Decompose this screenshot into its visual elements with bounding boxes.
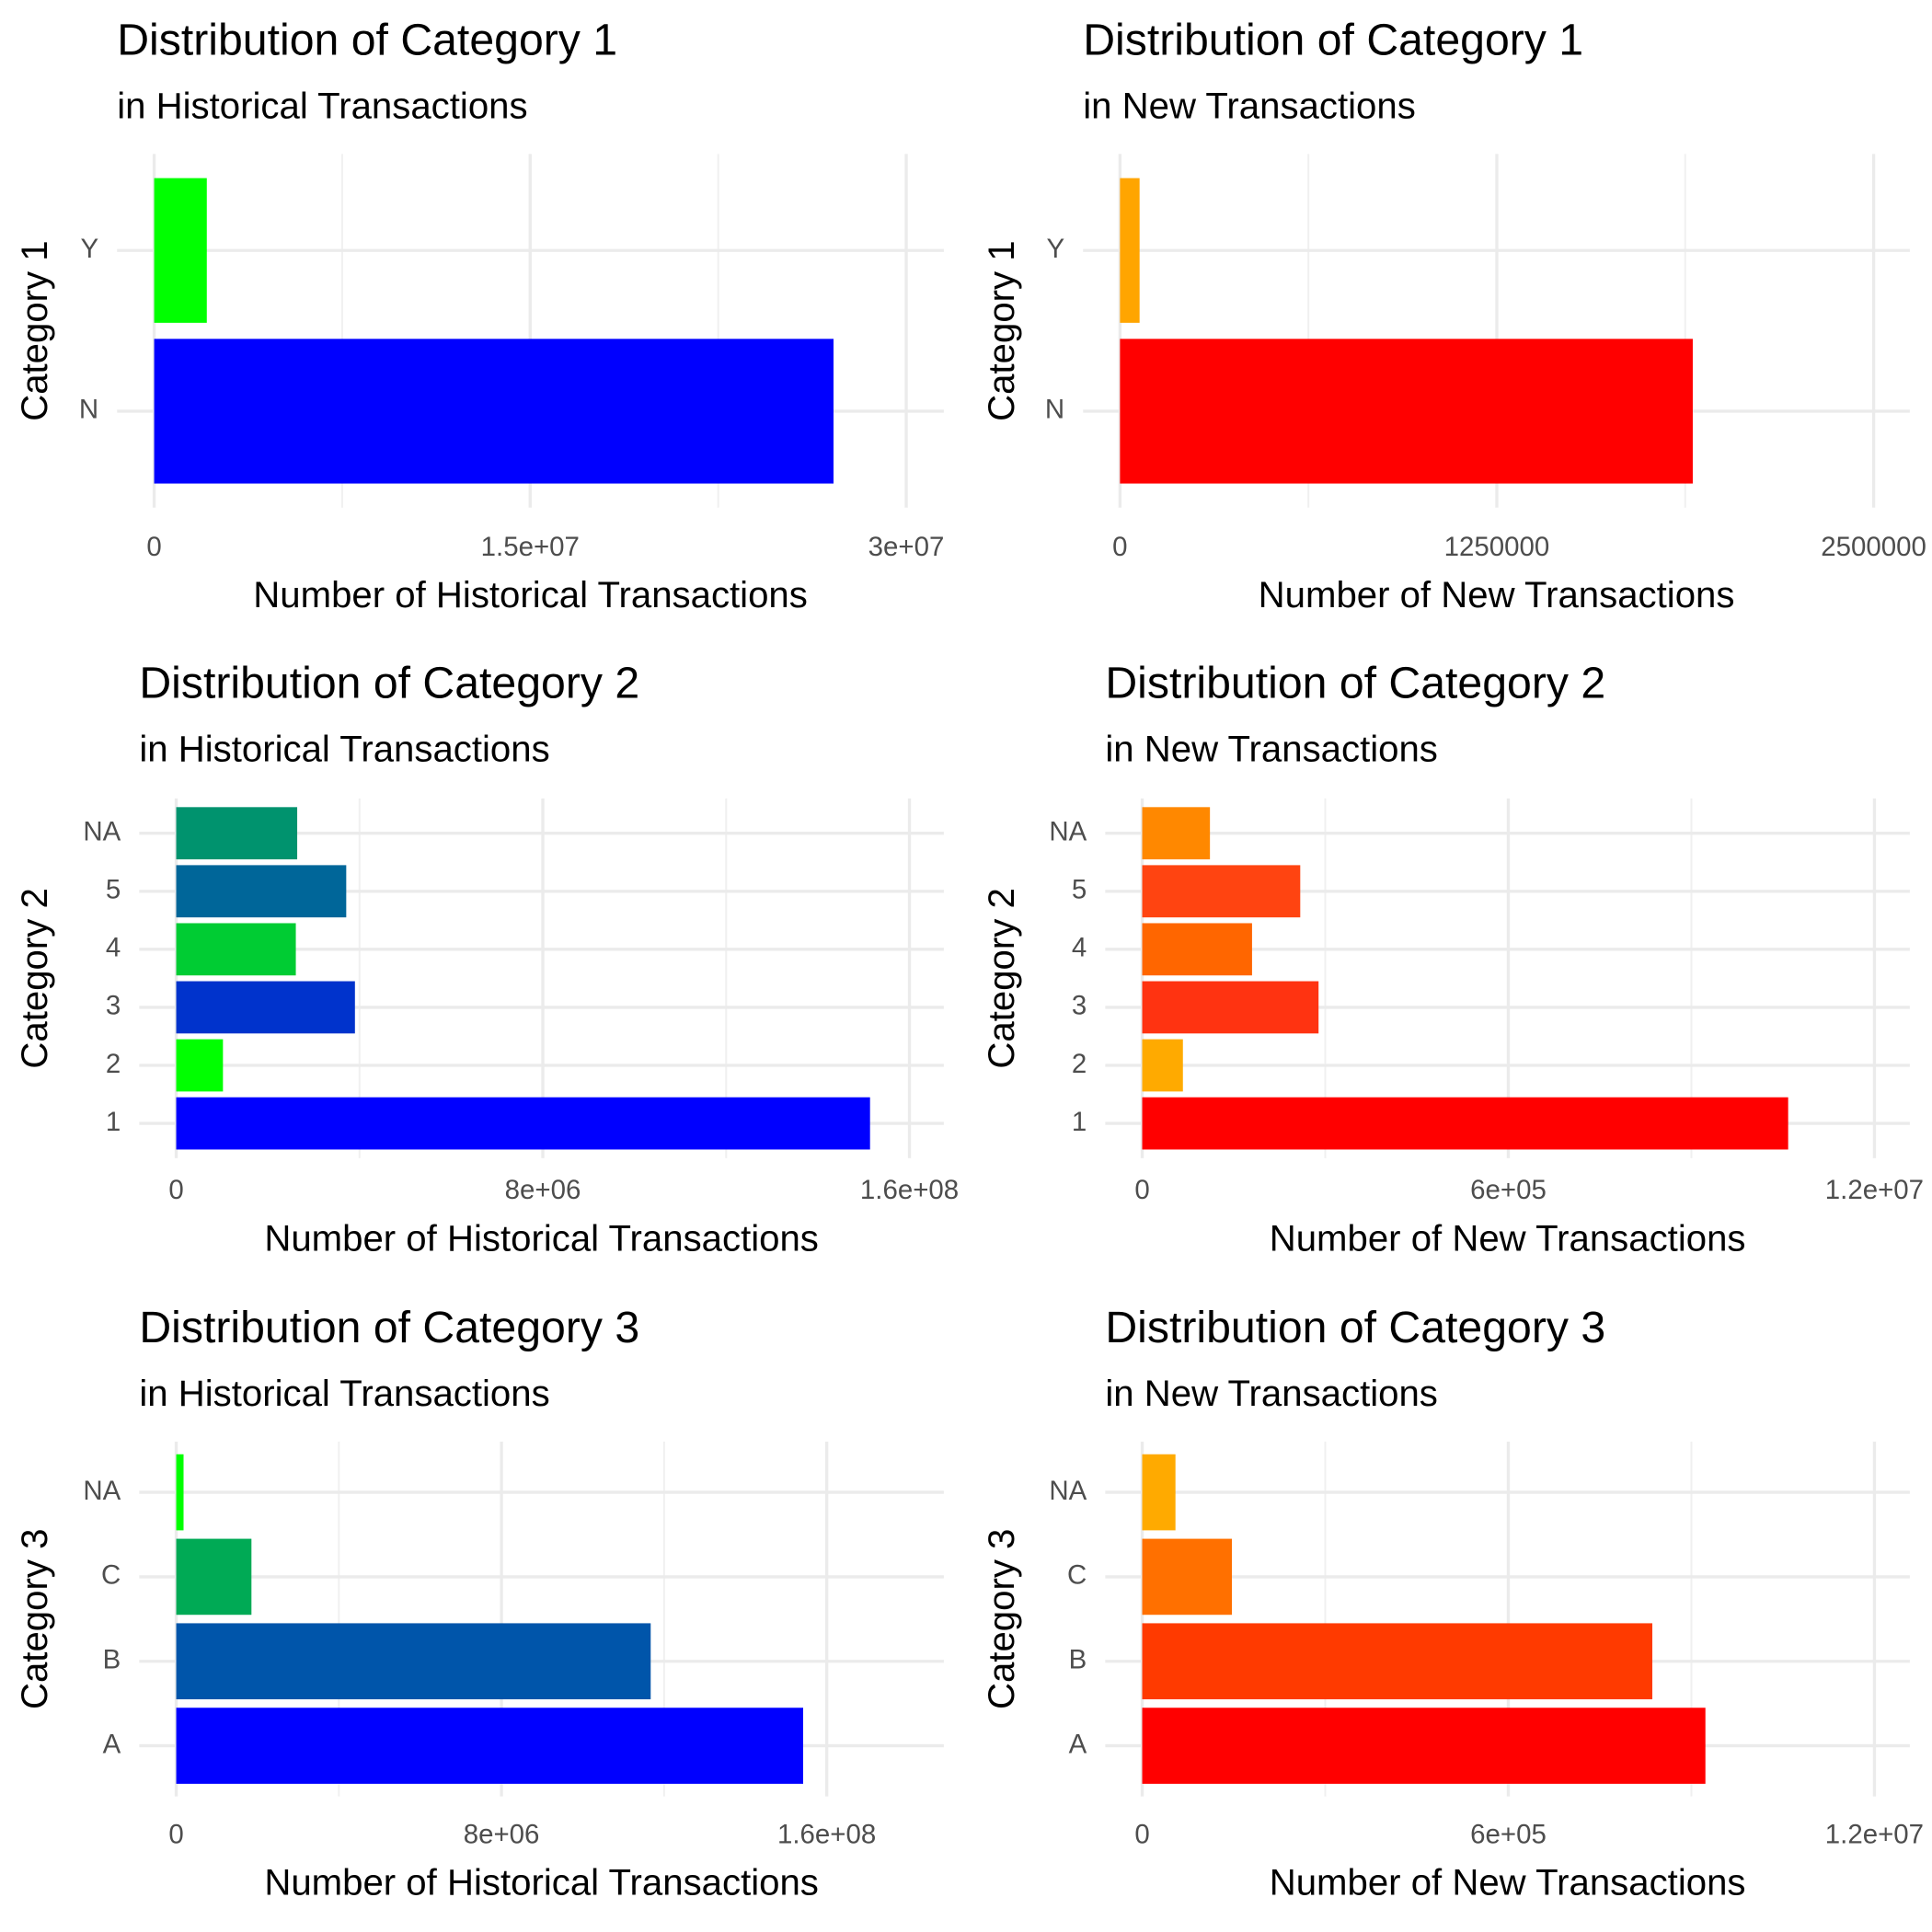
x-tick-label: 0 <box>1112 532 1127 562</box>
y-axis-title: Category 2 <box>981 888 1022 1068</box>
x-tick-label: 1.6e+08 <box>860 1175 959 1205</box>
y-tick-label: 2 <box>106 1049 121 1079</box>
y-tick-label: NA <box>83 816 121 846</box>
x-tick-label: 8e+06 <box>464 1819 540 1849</box>
bar <box>1142 807 1211 860</box>
bar <box>1142 865 1301 918</box>
x-axis-title: Number of Historical Transactions <box>264 1217 819 1259</box>
y-tick-label: Y <box>80 234 98 264</box>
bar <box>1142 1454 1176 1531</box>
bar <box>176 1097 870 1150</box>
y-tick-label: C <box>1067 1560 1087 1591</box>
y-tick-label: N <box>1045 395 1064 425</box>
x-axis-title: Number of New Transactions <box>1259 574 1735 615</box>
y-axis-title: Category 3 <box>981 1529 1022 1709</box>
y-tick-label: 5 <box>1072 875 1087 905</box>
bar <box>1120 178 1140 323</box>
panel: 0 6e+05 1.2e+07 A B C NA Distribution of Catego… <box>981 1303 1924 1903</box>
panel: 0 6e+05 1.2e+07 1 2 3 4 5 NA Distribution of Cate… <box>981 659 1924 1259</box>
y-tick-label: B <box>1069 1645 1087 1675</box>
x-tick-label: 1250000 <box>1444 532 1550 562</box>
y-axis-title: Category 2 <box>14 888 55 1068</box>
y-tick-label: 1 <box>1072 1107 1087 1137</box>
bar <box>1142 1623 1653 1700</box>
y-tick-label: B <box>103 1645 121 1675</box>
y-axis-title: Category 1 <box>14 240 55 420</box>
x-tick-label: 0 <box>1134 1175 1149 1205</box>
chart-title: Distribution of Category 2 <box>1105 659 1605 708</box>
y-tick-label: 3 <box>106 991 121 1021</box>
y-tick-label: A <box>1069 1729 1087 1759</box>
bar <box>176 1039 224 1092</box>
y-axis-title: Category 3 <box>14 1529 55 1709</box>
chart-subtitle: in New Transactions <box>1105 729 1438 770</box>
y-tick-label: 2 <box>1072 1049 1087 1079</box>
y-tick-label: 5 <box>106 875 121 905</box>
y-tick-label: NA <box>1049 816 1087 846</box>
bar <box>1142 1097 1788 1150</box>
chart-subtitle: in Historical Transactions <box>139 1373 549 1414</box>
x-tick-label: 0 <box>1134 1819 1149 1849</box>
chart-subtitle: in Historical Transactions <box>139 729 549 770</box>
chart-title: Distribution of Category 1 <box>1083 16 1583 65</box>
bar <box>154 178 207 323</box>
bar <box>154 339 834 484</box>
panel: 0 1250000 2500000 N Y Distribution of Categor… <box>981 16 1926 616</box>
chart-subtitle: in Historical Transactions <box>117 85 527 126</box>
bar <box>176 981 355 1034</box>
bar <box>176 1708 803 1784</box>
bar <box>176 865 347 918</box>
y-tick-label: 4 <box>1072 933 1087 963</box>
x-tick-label: 1.6e+08 <box>777 1819 876 1849</box>
x-tick-label: 0 <box>146 532 161 562</box>
panel: 0 1.5e+07 3e+07 N Y Distribution of Category … <box>14 16 945 616</box>
y-tick-label: A <box>103 1729 121 1759</box>
y-tick-label: 4 <box>106 933 121 963</box>
x-tick-label: 8e+06 <box>505 1175 581 1205</box>
x-tick-label: 1.2e+07 <box>1825 1175 1924 1205</box>
bar <box>1142 1538 1233 1616</box>
x-tick-label: 6e+05 <box>1470 1819 1547 1849</box>
chart-title: Distribution of Category 3 <box>1105 1303 1605 1352</box>
x-tick-label: 0 <box>168 1819 183 1849</box>
bar <box>176 1538 252 1616</box>
x-tick-label: 6e+05 <box>1470 1175 1547 1205</box>
x-tick-label: 0 <box>168 1175 183 1205</box>
x-tick-label: 2500000 <box>1821 532 1926 562</box>
panel: 0 8e+06 1.6e+08 A B C NA Distribution of Catego… <box>14 1303 944 1903</box>
bar <box>176 807 298 860</box>
bar <box>1120 339 1693 484</box>
x-tick-label: 3e+07 <box>868 532 945 562</box>
chart-subtitle: in New Transactions <box>1105 1373 1438 1414</box>
x-axis-title: Number of New Transactions <box>1270 1862 1746 1903</box>
x-axis-title: Number of Historical Transactions <box>264 1862 819 1903</box>
bar <box>176 923 296 976</box>
y-tick-label: N <box>79 395 98 425</box>
y-tick-label: NA <box>83 1476 121 1506</box>
x-axis-title: Number of New Transactions <box>1270 1217 1746 1259</box>
y-tick-label: 3 <box>1072 991 1087 1021</box>
panel: 0 8e+06 1.6e+08 1 2 3 4 5 NA Distribution of Cate… <box>14 659 959 1259</box>
y-tick-label: NA <box>1049 1476 1087 1506</box>
chart-title: Distribution of Category 3 <box>139 1303 639 1352</box>
bar <box>1142 981 1319 1034</box>
bar <box>1142 1039 1183 1092</box>
y-tick-label: C <box>101 1560 121 1591</box>
bar <box>1142 1708 1706 1784</box>
x-tick-label: 1.2e+07 <box>1825 1819 1924 1849</box>
bar <box>176 1454 184 1531</box>
bar <box>176 1623 651 1700</box>
chart-title: Distribution of Category 2 <box>139 659 639 708</box>
y-axis-title: Category 1 <box>981 240 1022 420</box>
x-tick-label: 1.5e+07 <box>481 532 580 562</box>
chart-subtitle: in New Transactions <box>1083 85 1416 126</box>
bar <box>1142 923 1252 976</box>
y-tick-label: 1 <box>106 1107 121 1137</box>
x-axis-title: Number of Historical Transactions <box>253 574 808 615</box>
chart-title: Distribution of Category 1 <box>117 16 617 65</box>
y-tick-label: Y <box>1046 234 1064 264</box>
